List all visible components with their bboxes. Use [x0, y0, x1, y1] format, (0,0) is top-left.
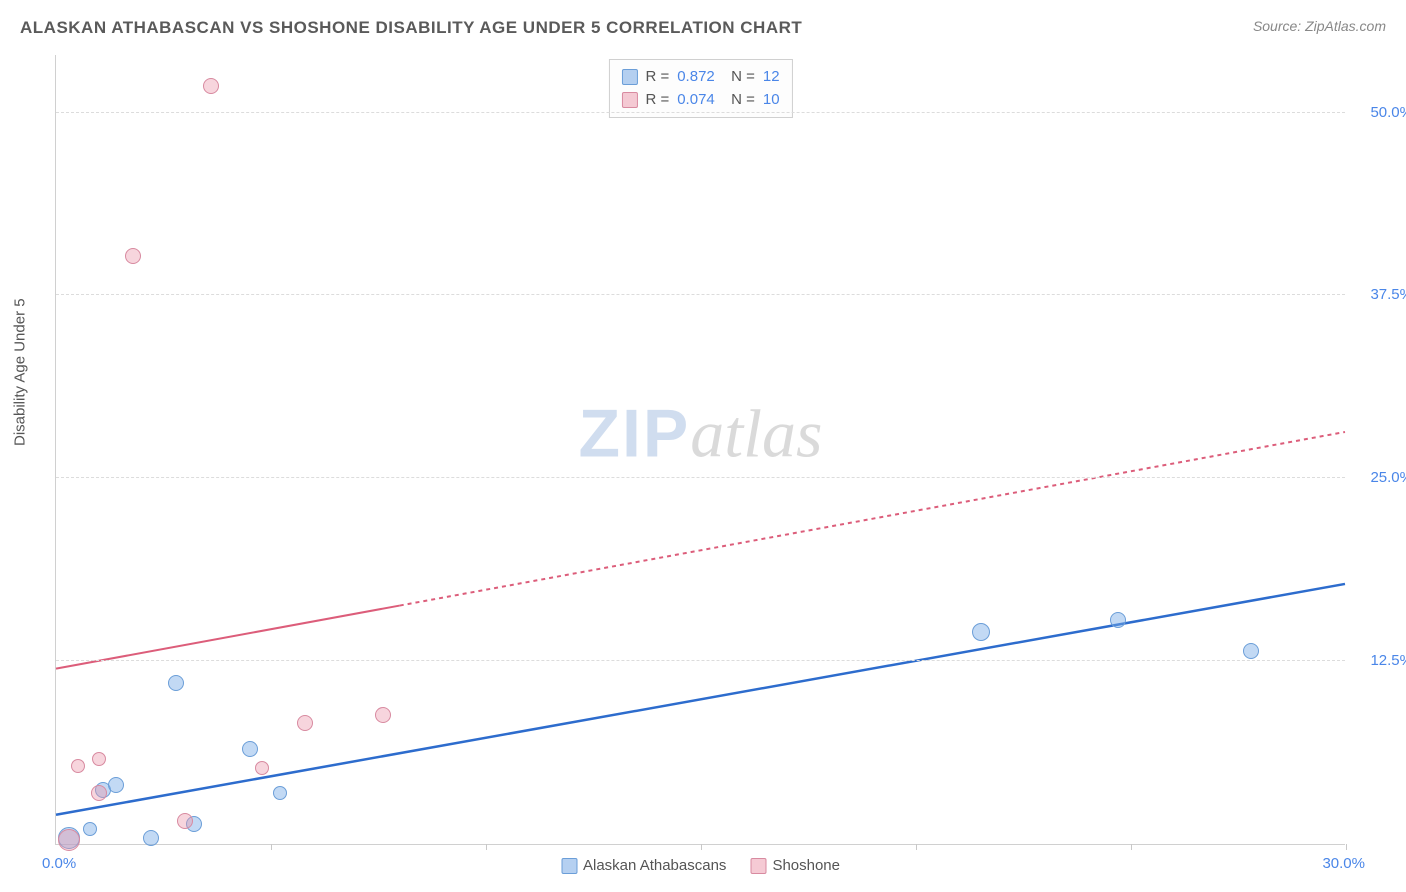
x-axis-min: 0.0%: [42, 855, 76, 872]
trend-lines: [56, 55, 1345, 844]
legend-label: Shoshone: [772, 857, 840, 874]
scatter-point: [177, 813, 193, 829]
scatter-point: [83, 822, 97, 836]
scatter-point: [242, 741, 258, 757]
y-axis-tick-label: 25.0%: [1370, 469, 1406, 486]
scatter-point: [71, 759, 85, 773]
y-axis-tick-label: 50.0%: [1370, 104, 1406, 121]
square-icon: [561, 858, 577, 874]
gridline: 25.0%: [56, 477, 1345, 478]
y-axis-label: Disability Age Under 5: [12, 298, 29, 446]
scatter-point: [297, 715, 313, 731]
x-axis-tick: [1346, 844, 1347, 850]
legend-item-athabascan: Alaskan Athabascans: [561, 857, 726, 874]
scatter-point: [92, 752, 106, 766]
series-legend: Alaskan Athabascans Shoshone: [561, 857, 840, 874]
legend-item-shoshone: Shoshone: [750, 857, 840, 874]
square-icon: [750, 858, 766, 874]
x-axis-tick: [916, 844, 917, 850]
scatter-point: [143, 830, 159, 846]
scatter-point: [203, 78, 219, 94]
scatter-point: [58, 829, 80, 851]
scatter-chart: ZIPatlas R = 0.872 N = 12 R = 0.074 N = …: [55, 55, 1345, 845]
chart-header: ALASKAN ATHABASCAN VS SHOSHONE DISABILIT…: [20, 18, 1386, 48]
x-axis-tick: [271, 844, 272, 850]
scatter-point: [972, 623, 990, 641]
source-attribution: Source: ZipAtlas.com: [1253, 18, 1386, 34]
chart-title: ALASKAN ATHABASCAN VS SHOSHONE DISABILIT…: [20, 18, 802, 37]
scatter-point: [1110, 612, 1126, 628]
x-axis-tick: [1131, 844, 1132, 850]
y-axis-tick-label: 12.5%: [1370, 652, 1406, 669]
scatter-point: [91, 785, 107, 801]
legend-label: Alaskan Athabascans: [583, 857, 726, 874]
gridline: 50.0%: [56, 112, 1345, 113]
x-axis-tick: [701, 844, 702, 850]
y-axis-tick-label: 37.5%: [1370, 286, 1406, 303]
scatter-point: [168, 675, 184, 691]
scatter-point: [125, 248, 141, 264]
gridline: 12.5%: [56, 660, 1345, 661]
x-axis-tick: [486, 844, 487, 850]
x-axis-max: 30.0%: [1322, 855, 1365, 872]
scatter-point: [375, 707, 391, 723]
scatter-point: [255, 761, 269, 775]
scatter-point: [108, 777, 124, 793]
scatter-point: [273, 786, 287, 800]
scatter-point: [1243, 643, 1259, 659]
gridline: 37.5%: [56, 294, 1345, 295]
